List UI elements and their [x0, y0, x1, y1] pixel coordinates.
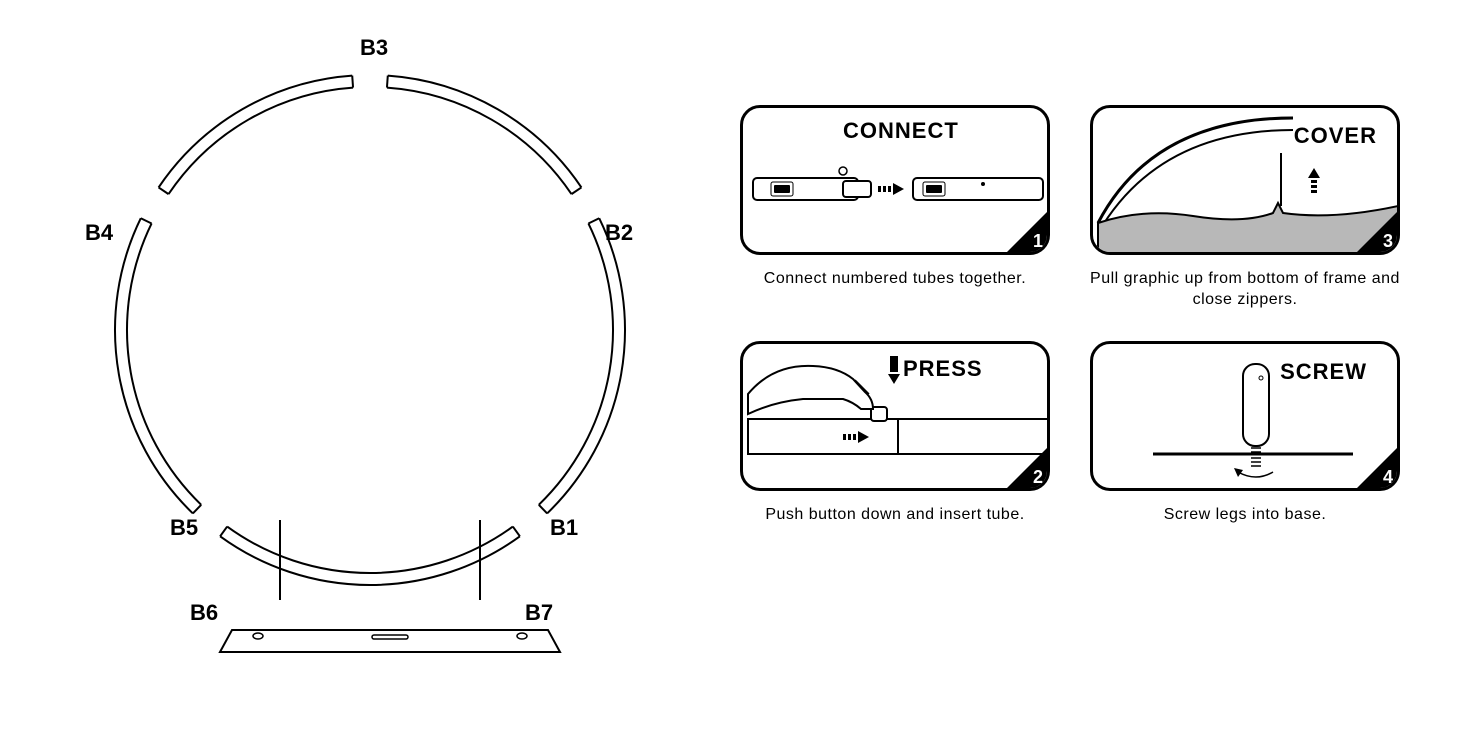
- label-b5: B5: [170, 515, 198, 541]
- label-b6: B6: [190, 600, 218, 626]
- step-3-box: COVER 3: [1090, 105, 1400, 255]
- step-3-number: 3: [1383, 231, 1393, 252]
- step-2-number: 2: [1033, 467, 1043, 488]
- label-b2: B2: [605, 220, 633, 246]
- step-4-title: SCREW: [1280, 359, 1367, 385]
- label-b7: B7: [525, 600, 553, 626]
- step-2-illustration: [743, 344, 1050, 491]
- step-3-title: COVER: [1294, 123, 1377, 149]
- label-b1: B1: [550, 515, 578, 541]
- label-b3: B3: [360, 35, 388, 61]
- step-1-number: 1: [1033, 231, 1043, 252]
- ring-svg: [60, 30, 720, 710]
- step-2-title: PRESS: [903, 356, 983, 382]
- step-2: PRESS: [740, 341, 1050, 526]
- instruction-grid: CONNECT: [740, 105, 1440, 525]
- step-3-caption: Pull graphic up from bottom of frame and…: [1090, 269, 1400, 311]
- step-4-caption: Screw legs into base.: [1090, 505, 1400, 526]
- step-4-number: 4: [1383, 467, 1393, 488]
- assembly-diagram: B1 B2 B3 B4 B5 B6 B7: [60, 30, 720, 710]
- step-3: COVER 3 Pull graphic up from b: [1090, 105, 1400, 311]
- step-1-box: CONNECT: [740, 105, 1050, 255]
- label-b4: B4: [85, 220, 113, 246]
- step-4: SCREW 4 Sc: [1090, 341, 1400, 526]
- step-1: CONNECT: [740, 105, 1050, 311]
- step-4-box: SCREW 4: [1090, 341, 1400, 491]
- step-1-caption: Connect numbered tubes together.: [740, 269, 1050, 290]
- step-2-box: PRESS: [740, 341, 1050, 491]
- step-1-title: CONNECT: [843, 118, 959, 144]
- step-2-caption: Push button down and insert tube.: [740, 505, 1050, 526]
